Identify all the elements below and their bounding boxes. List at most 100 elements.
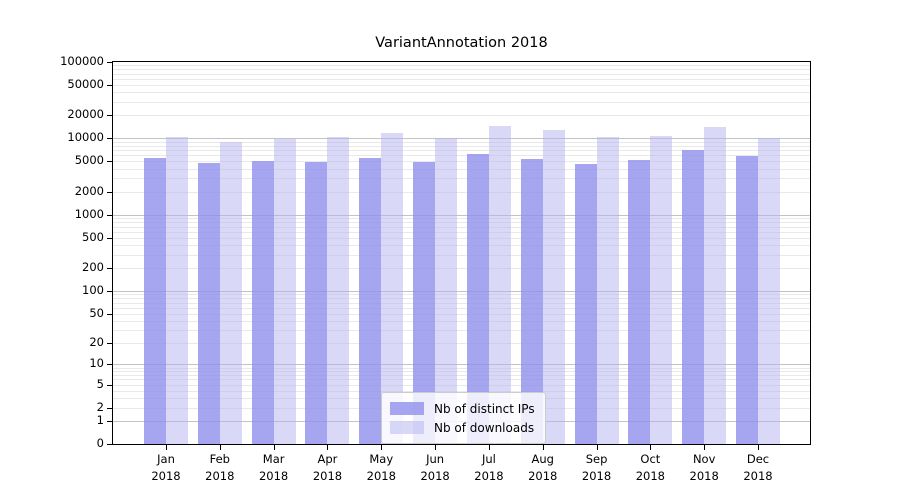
bar-ips-jan <box>144 158 166 444</box>
y-tick-label: 2 <box>96 399 104 414</box>
y-tick <box>107 290 112 292</box>
legend: Nb of distinct IPs Nb of downloads <box>381 392 546 444</box>
minor-gridline <box>113 191 810 193</box>
y-tick-label: 50 <box>89 305 104 320</box>
y-tick-label: 0 <box>96 436 104 450</box>
x-tick <box>166 445 167 450</box>
y-tick-label: 1000 <box>74 206 104 221</box>
minor-gridline <box>113 69 810 71</box>
x-tick-label-sep: Sep 2018 <box>581 452 612 483</box>
y-tick-label: 50000 <box>67 76 104 91</box>
minor-gridline <box>113 141 810 143</box>
x-tick-label-jun: Jun 2018 <box>420 452 450 483</box>
x-tick <box>327 445 329 450</box>
minor-gridline <box>113 268 810 270</box>
y-tick <box>107 421 112 422</box>
minor-gridline <box>113 320 810 322</box>
y-tick-label: 20000 <box>67 107 104 122</box>
x-tick-label-jul: Jul 2018 <box>474 452 504 483</box>
legend-swatch-ips <box>390 402 424 415</box>
x-tick-label-dec: Dec 2018 <box>743 452 773 483</box>
bar-ips-dec <box>736 156 758 444</box>
x-tick <box>596 445 598 450</box>
x-tick <box>488 445 490 450</box>
x-tick-label-mar: Mar 2018 <box>258 452 289 483</box>
x-tick-label-aug: Aug 2018 <box>528 452 558 483</box>
y-tick <box>107 384 112 386</box>
major-gridline <box>113 364 810 366</box>
minor-gridline <box>113 178 810 180</box>
bar-downloads-mar <box>273 139 296 444</box>
x-tick-label-nov: Nov 2018 <box>689 452 719 483</box>
x-tick-label-feb: Feb 2018 <box>205 452 235 483</box>
y-tick <box>107 191 112 193</box>
y-tick <box>107 138 112 140</box>
y-tick <box>107 161 112 163</box>
minor-gridline <box>113 375 810 376</box>
minor-gridline <box>113 294 810 296</box>
minor-gridline <box>113 92 810 94</box>
minor-gridline <box>113 222 810 224</box>
bar-downloads-apr <box>327 136 350 444</box>
bar-ips-jul <box>466 154 489 444</box>
x-tick <box>381 445 383 450</box>
y-tick <box>107 84 112 86</box>
minor-gridline <box>113 78 810 80</box>
y-tick-label: 500 <box>82 229 104 244</box>
gridlines-layer <box>113 62 810 444</box>
y-tick-label: 100 <box>82 282 104 297</box>
y-tick <box>107 214 112 216</box>
bar-downloads-jun <box>435 138 458 444</box>
bar-downloads-oct <box>650 136 673 444</box>
x-tick-label-may: May 2018 <box>366 452 396 483</box>
minor-gridline <box>113 65 810 67</box>
bar-downloads-nov <box>704 126 727 444</box>
bar-downloads-aug <box>542 129 565 444</box>
minor-gridline <box>113 145 810 147</box>
minor-gridline <box>113 371 810 373</box>
minor-gridline <box>113 384 810 386</box>
x-tick <box>273 445 275 450</box>
major-gridline <box>113 290 810 292</box>
bar-ips-oct <box>628 160 651 444</box>
minor-gridline <box>113 254 810 256</box>
minor-gridline <box>113 245 810 247</box>
y-tick <box>107 444 112 445</box>
bar-ips-aug <box>520 159 543 444</box>
x-tick <box>650 445 652 450</box>
minor-gridline <box>113 84 810 86</box>
minor-gridline <box>113 161 810 163</box>
minor-gridline <box>113 367 810 369</box>
y-tick <box>107 61 112 63</box>
bar-downloads-jan <box>166 137 188 444</box>
y-tick <box>107 237 112 239</box>
y-tick <box>107 342 112 344</box>
y-tick <box>107 407 112 409</box>
y-tick-label: 200 <box>82 260 104 275</box>
chart-title: VariantAnnotation 2018 <box>375 35 548 51</box>
minor-gridline <box>113 298 810 300</box>
legend-item-distinct-ips: Nb of distinct IPs <box>390 399 535 418</box>
legend-label-downloads: Nb of downloads <box>434 420 535 435</box>
bar-downloads-sep <box>596 137 619 444</box>
y-tick <box>107 268 112 270</box>
y-tick-label: 10000 <box>67 130 104 145</box>
x-tick-label-apr: Apr 2018 <box>312 452 343 483</box>
major-gridline <box>113 214 810 216</box>
legend-swatch-downloads <box>390 421 424 434</box>
y-tick-label: 20 <box>89 334 104 349</box>
plot-area <box>112 61 811 445</box>
legend-label-ips: Nb of distinct IPs <box>434 401 535 416</box>
bars-layer <box>113 62 810 444</box>
minor-gridline <box>113 390 810 392</box>
x-tick <box>758 445 759 450</box>
y-tick-label: 10 <box>89 356 104 371</box>
minor-gridline <box>113 101 810 103</box>
bar-ips-sep <box>574 164 597 444</box>
bar-ips-mar <box>251 161 274 444</box>
minor-gridline <box>113 342 810 344</box>
y-tick <box>107 115 112 117</box>
bar-downloads-jul <box>488 126 511 444</box>
bar-downloads-feb <box>219 142 242 444</box>
minor-gridline <box>113 307 810 309</box>
